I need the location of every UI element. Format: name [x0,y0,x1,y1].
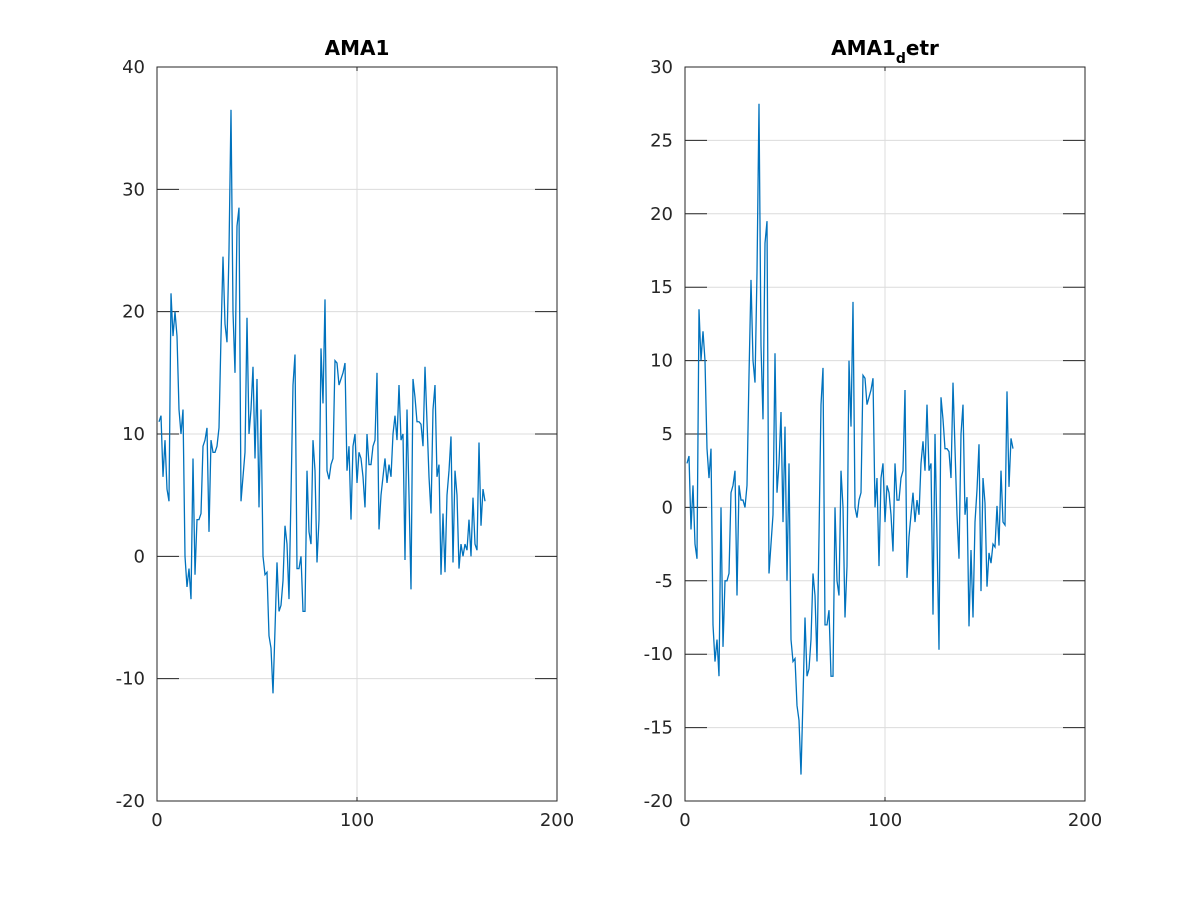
axes-box [156,66,558,802]
y-tick-label: -10 [116,669,145,690]
y-tick-label: -5 [655,571,673,592]
x-tick-label: 0 [151,810,162,831]
title-part: AMA1 [831,36,896,60]
y-tick-label: -15 [644,718,673,739]
data-line [158,109,486,694]
y-tick-label: 20 [122,302,145,323]
y-tick-label: 0 [662,497,673,518]
y-tick-label: 5 [662,424,673,445]
y-tick-label: -10 [644,644,673,665]
chart-title: AMA1detr [831,36,939,67]
x-tick-label: 0 [679,810,690,831]
data-line [686,103,1014,775]
x-tick-label: 200 [540,810,574,831]
y-tick-label: 40 [122,57,145,78]
y-tick-label: 10 [122,424,145,445]
chart-title: AMA1 [325,36,390,60]
y-tick-label: 0 [134,546,145,567]
y-tick-label: 25 [650,130,673,151]
x-tick-label: 100 [868,810,902,831]
y-tick-label: -20 [644,791,673,812]
title-part: AMA1 [325,36,390,60]
y-tick-label: 20 [650,204,673,225]
y-tick-label: 30 [122,179,145,200]
axes-box [684,66,1086,802]
y-tick-label: 30 [650,57,673,78]
y-tick-label: -20 [116,791,145,812]
x-tick-label: 100 [340,810,374,831]
y-tick-label: 15 [650,277,673,298]
title-subscript: d [896,51,906,67]
x-tick-label: 200 [1068,810,1102,831]
y-tick-label: 10 [650,351,673,372]
title-part: etr [906,36,939,60]
